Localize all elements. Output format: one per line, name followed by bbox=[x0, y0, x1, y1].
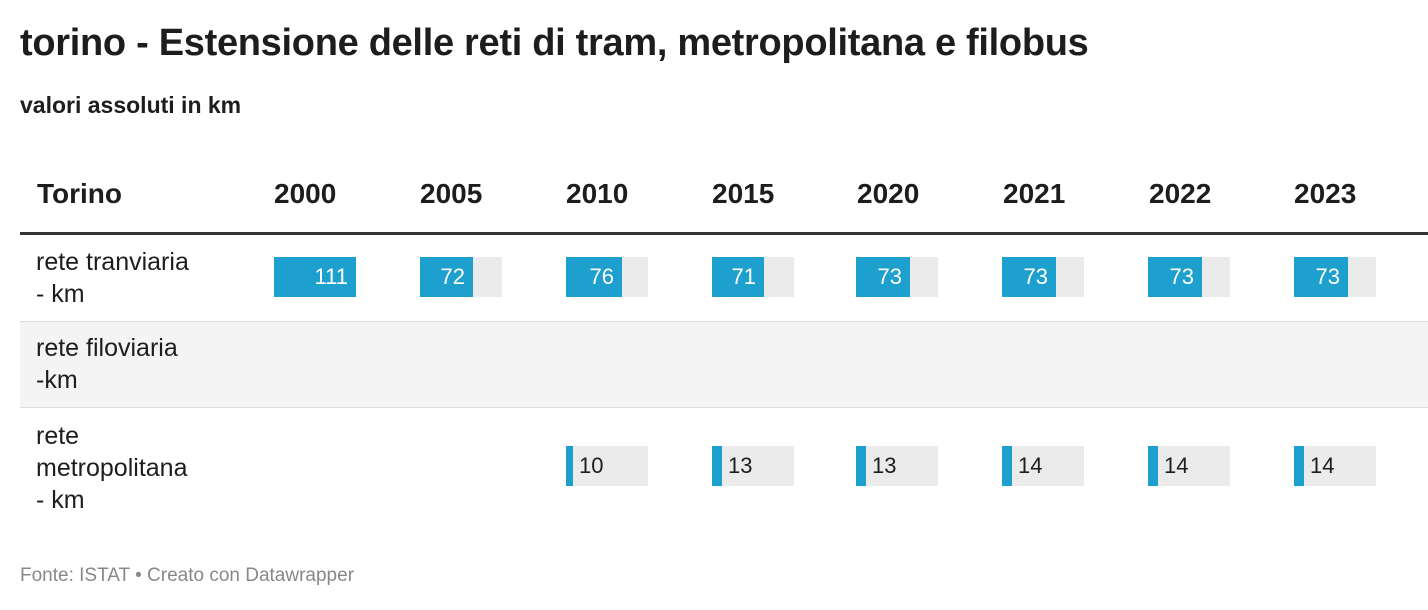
row-label: rete metropolitana - km bbox=[36, 422, 188, 514]
table-row-rete-metropolitana-km: rete metropolitana - km 10 13 13 14 14 14 bbox=[20, 408, 1428, 520]
bar-track-2015: 71 bbox=[712, 257, 794, 297]
column-header-2022: 2022 bbox=[1149, 178, 1212, 209]
row-header-label: Torino bbox=[37, 178, 123, 209]
bar-track-2022: 14 bbox=[1148, 446, 1230, 486]
bar-track-2010: 10 bbox=[566, 446, 648, 486]
chart-subtitle: valori assoluti in km bbox=[20, 92, 242, 118]
data-label: 14 bbox=[1164, 453, 1189, 478]
data-label: 14 bbox=[1310, 453, 1335, 478]
data-label: 76 bbox=[589, 264, 614, 289]
bar-rete-tranviaria-km-2022 bbox=[1148, 257, 1202, 297]
header-divider bbox=[20, 232, 1428, 235]
chart-title: torino - Estensione delle reti di tram, … bbox=[20, 22, 1089, 64]
data-label: 10 bbox=[579, 453, 604, 478]
bar-track-2021: 73 bbox=[1002, 257, 1084, 297]
data-label: 73 bbox=[1023, 264, 1048, 289]
bar-track-2020: 73 bbox=[856, 257, 938, 297]
data-label: 13 bbox=[728, 453, 753, 478]
bar-track-2015: 13 bbox=[712, 446, 794, 486]
table-header: Torino 2000 2005 2010 2015 2020 2021 202… bbox=[20, 172, 1428, 232]
data-label: 73 bbox=[1169, 264, 1194, 289]
bar-rete-metropolitana-km-2023 bbox=[1294, 446, 1304, 486]
row-divider bbox=[20, 407, 1428, 408]
bar-rete-metropolitana-km-2010 bbox=[566, 446, 573, 486]
table-row-rete-filoviaria-km: rete filoviaria -km bbox=[20, 322, 1428, 407]
bar-rete-tranviaria-km-2020 bbox=[856, 257, 910, 297]
bar-track-2023: 73 bbox=[1294, 257, 1376, 297]
data-label: 14 bbox=[1018, 453, 1043, 478]
bar-rete-tranviaria-km-2000 bbox=[274, 257, 356, 297]
bar-rete-metropolitana-km-2020 bbox=[856, 446, 866, 486]
bar-rete-tranviaria-km-2015 bbox=[712, 257, 764, 297]
column-header-2023: 2023 bbox=[1294, 178, 1357, 209]
bar-rete-tranviaria-km-2010 bbox=[566, 257, 622, 297]
bar-track-2022: 73 bbox=[1148, 257, 1230, 297]
data-label: 71 bbox=[731, 264, 756, 289]
column-header-2015: 2015 bbox=[712, 178, 775, 209]
row-divider bbox=[20, 321, 1428, 322]
source-footer: Fonte: ISTAT • Creato con Datawrapper bbox=[20, 565, 355, 586]
bar-track-2000: 111 bbox=[274, 257, 356, 297]
data-label: 72 bbox=[440, 264, 465, 289]
column-header-2005: 2005 bbox=[420, 178, 483, 209]
data-label: 13 bbox=[872, 453, 897, 478]
bar-track-2023: 14 bbox=[1294, 446, 1376, 486]
column-header-2020: 2020 bbox=[857, 178, 920, 209]
bar-rete-tranviaria-km-2023 bbox=[1294, 257, 1348, 297]
column-header-2000: 2000 bbox=[274, 178, 337, 209]
data-label: 73 bbox=[877, 264, 902, 289]
bar-rete-tranviaria-km-2005 bbox=[420, 257, 473, 297]
table-row-rete-tranviaria-km: rete tranviaria - km 111 72 76 71 73 73 73 73 bbox=[20, 236, 1428, 321]
bar-track-2021: 14 bbox=[1002, 446, 1084, 486]
row-label: rete filoviaria -km bbox=[36, 334, 178, 394]
bar-rete-metropolitana-km-2022 bbox=[1148, 446, 1158, 486]
bar-rete-metropolitana-km-2015 bbox=[712, 446, 722, 486]
data-label: 73 bbox=[1315, 264, 1340, 289]
bar-rete-tranviaria-km-2021 bbox=[1002, 257, 1056, 297]
bar-rete-metropolitana-km-2021 bbox=[1002, 446, 1012, 486]
column-header-2010: 2010 bbox=[566, 178, 629, 209]
column-header-2021: 2021 bbox=[1003, 178, 1066, 209]
row-label: rete tranviaria - km bbox=[36, 248, 189, 308]
bar-track-2005: 72 bbox=[420, 257, 502, 297]
bar-track-2010: 76 bbox=[566, 257, 648, 297]
data-label: 111 bbox=[314, 264, 348, 289]
bar-track-2020: 13 bbox=[856, 446, 938, 486]
